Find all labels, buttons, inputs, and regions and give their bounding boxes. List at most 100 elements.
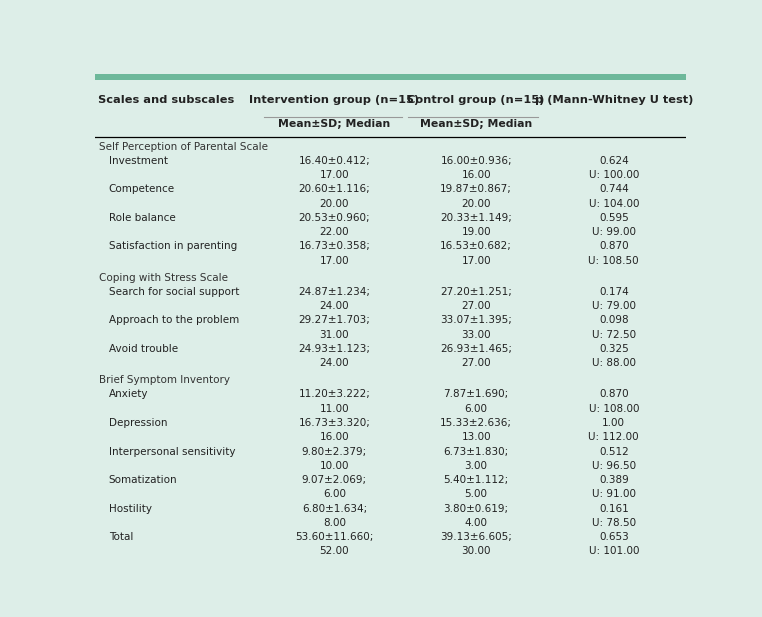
Text: 31.00: 31.00: [319, 329, 349, 339]
Text: U: 91.00: U: 91.00: [592, 489, 636, 499]
Text: 3.00: 3.00: [465, 461, 488, 471]
Text: 0.870: 0.870: [599, 241, 629, 251]
Text: U: 78.50: U: 78.50: [591, 518, 636, 528]
Text: Depression: Depression: [109, 418, 168, 428]
Text: 24.87±1.234;: 24.87±1.234;: [299, 287, 370, 297]
Text: 1.00: 1.00: [602, 418, 626, 428]
Text: 0.744: 0.744: [599, 184, 629, 194]
Text: 0.098: 0.098: [599, 315, 629, 325]
Text: Approach to the problem: Approach to the problem: [109, 315, 239, 325]
Text: 10.00: 10.00: [320, 461, 349, 471]
Text: 16.00: 16.00: [461, 170, 491, 180]
Text: Avoid trouble: Avoid trouble: [109, 344, 178, 354]
Text: 16.40±0.412;: 16.40±0.412;: [299, 155, 370, 166]
Text: 0.325: 0.325: [599, 344, 629, 354]
Text: 8.00: 8.00: [323, 518, 346, 528]
Text: 19.00: 19.00: [461, 227, 491, 237]
Bar: [95, 74, 686, 80]
Text: Investment: Investment: [109, 155, 168, 166]
Text: 27.00: 27.00: [461, 301, 491, 311]
Text: Scales and subscales: Scales and subscales: [98, 96, 235, 106]
Text: Interpersonal sensitivity: Interpersonal sensitivity: [109, 447, 235, 457]
Text: 11.00: 11.00: [319, 404, 349, 414]
Text: U: 108.00: U: 108.00: [588, 404, 639, 414]
Text: 0.174: 0.174: [599, 287, 629, 297]
Text: 20.33±1.149;: 20.33±1.149;: [440, 213, 512, 223]
Text: 9.80±2.379;: 9.80±2.379;: [302, 447, 367, 457]
Text: 16.73±3.320;: 16.73±3.320;: [299, 418, 370, 428]
Text: 0.512: 0.512: [599, 447, 629, 457]
Text: 16.53±0.682;: 16.53±0.682;: [440, 241, 512, 251]
Text: 7.87±1.690;: 7.87±1.690;: [443, 389, 509, 399]
Text: 20.00: 20.00: [462, 199, 491, 209]
Text: 27.20±1.251;: 27.20±1.251;: [440, 287, 512, 297]
Text: 30.00: 30.00: [462, 546, 491, 557]
Text: U: 79.00: U: 79.00: [592, 301, 636, 311]
Text: 6.73±1.830;: 6.73±1.830;: [443, 447, 509, 457]
Text: 53.60±11.660;: 53.60±11.660;: [295, 532, 373, 542]
Text: 0.870: 0.870: [599, 389, 629, 399]
Text: Search for social support: Search for social support: [109, 287, 239, 297]
Text: Competence: Competence: [109, 184, 175, 194]
Text: 15.33±2.636;: 15.33±2.636;: [440, 418, 512, 428]
Text: 5.00: 5.00: [465, 489, 488, 499]
Text: 16.73±0.358;: 16.73±0.358;: [299, 241, 370, 251]
Text: U: 108.50: U: 108.50: [588, 255, 639, 265]
Text: U: 104.00: U: 104.00: [588, 199, 639, 209]
Text: 5.40±1.112;: 5.40±1.112;: [443, 475, 509, 485]
Text: 24.00: 24.00: [319, 301, 349, 311]
Text: 6.00: 6.00: [323, 489, 346, 499]
Text: Brief Symptom Inventory: Brief Symptom Inventory: [99, 375, 230, 385]
Text: Coping with Stress Scale: Coping with Stress Scale: [99, 273, 229, 283]
Text: 20.53±0.960;: 20.53±0.960;: [299, 213, 370, 223]
Text: Control group (n=15): Control group (n=15): [408, 96, 545, 106]
Text: 19.87±0.867;: 19.87±0.867;: [440, 184, 512, 194]
Text: Hostility: Hostility: [109, 503, 152, 513]
Text: 16.00: 16.00: [319, 433, 349, 442]
Text: 6.00: 6.00: [465, 404, 488, 414]
Text: U: 99.00: U: 99.00: [592, 227, 636, 237]
Text: 0.389: 0.389: [599, 475, 629, 485]
Text: 20.60±1.116;: 20.60±1.116;: [299, 184, 370, 194]
Text: Role balance: Role balance: [109, 213, 175, 223]
Text: 9.07±2.069;: 9.07±2.069;: [302, 475, 367, 485]
Text: 17.00: 17.00: [319, 170, 349, 180]
Text: U: 101.00: U: 101.00: [588, 546, 639, 557]
Text: 33.07±1.395;: 33.07±1.395;: [440, 315, 512, 325]
Text: 17.00: 17.00: [461, 255, 491, 265]
Text: Anxiety: Anxiety: [109, 389, 149, 399]
Text: 22.00: 22.00: [319, 227, 349, 237]
Text: Mean±SD; Median: Mean±SD; Median: [278, 119, 391, 129]
Text: 33.00: 33.00: [461, 329, 491, 339]
Text: 0.653: 0.653: [599, 532, 629, 542]
Text: Intervention group (n=15): Intervention group (n=15): [249, 96, 420, 106]
Text: 17.00: 17.00: [319, 255, 349, 265]
Text: 26.93±1.465;: 26.93±1.465;: [440, 344, 512, 354]
Text: Self Perception of Parental Scale: Self Perception of Parental Scale: [99, 141, 268, 152]
Text: 39.13±6.605;: 39.13±6.605;: [440, 532, 512, 542]
Text: U: 88.00: U: 88.00: [592, 358, 636, 368]
Text: 13.00: 13.00: [461, 433, 491, 442]
Text: 0.595: 0.595: [599, 213, 629, 223]
Text: 29.27±1.703;: 29.27±1.703;: [299, 315, 370, 325]
Text: 24.00: 24.00: [319, 358, 349, 368]
Text: 6.80±1.634;: 6.80±1.634;: [302, 503, 367, 513]
Text: Somatization: Somatization: [109, 475, 178, 485]
Text: 0.624: 0.624: [599, 155, 629, 166]
Text: 27.00: 27.00: [461, 358, 491, 368]
Text: U: 112.00: U: 112.00: [588, 433, 639, 442]
Text: 0.161: 0.161: [599, 503, 629, 513]
Text: 16.00±0.936;: 16.00±0.936;: [440, 155, 512, 166]
Text: 52.00: 52.00: [319, 546, 349, 557]
Text: 4.00: 4.00: [465, 518, 488, 528]
Text: Total: Total: [109, 532, 133, 542]
Text: 3.80±0.619;: 3.80±0.619;: [443, 503, 509, 513]
Text: U: 100.00: U: 100.00: [588, 170, 639, 180]
Text: p (Mann-Whitney U test): p (Mann-Whitney U test): [535, 96, 693, 106]
Text: 24.93±1.123;: 24.93±1.123;: [299, 344, 370, 354]
Text: U: 96.50: U: 96.50: [591, 461, 636, 471]
Text: Satisfaction in parenting: Satisfaction in parenting: [109, 241, 237, 251]
Text: 11.20±3.222;: 11.20±3.222;: [299, 389, 370, 399]
Text: Mean±SD; Median: Mean±SD; Median: [420, 119, 533, 129]
Text: 20.00: 20.00: [320, 199, 349, 209]
